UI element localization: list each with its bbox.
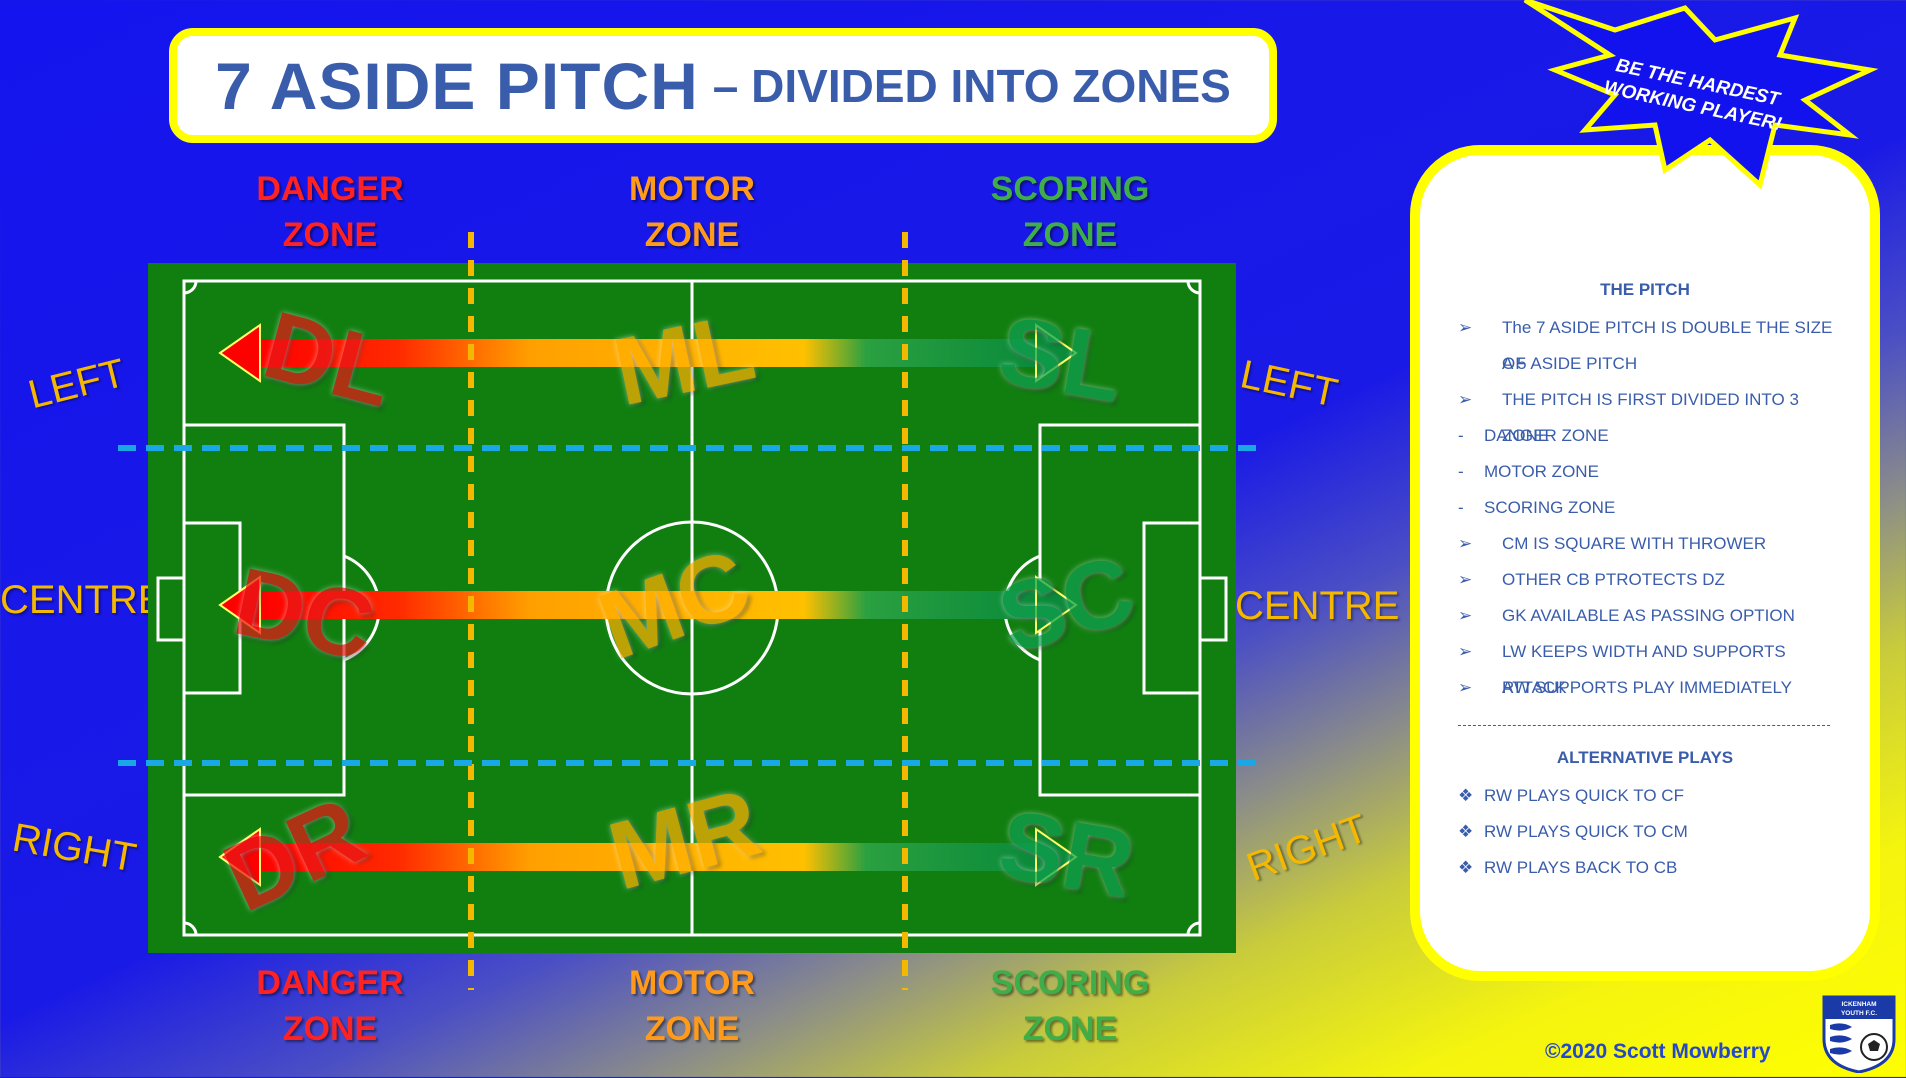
diamond-bullet-icon: ❖ [1458, 822, 1474, 841]
arrow-bullet-icon: ➢ [1458, 534, 1473, 553]
crest-icon: ICKENHAM YOUTH F.C. [1822, 995, 1896, 1074]
zone-SL: SL [991, 296, 1132, 423]
info-item-text: SCORING ZONE [1484, 498, 1616, 517]
top-scoring-label-line1: SCORING [990, 170, 1150, 208]
info-item: ➢ LW KEEPS WIDTH AND SUPPORTS ATTACK [1458, 634, 1850, 697]
info-bullet [1458, 346, 1502, 382]
bottom-danger-label-line2: ZONE [282, 1010, 378, 1048]
info-item: ➢ The 7 ASIDE PITCH IS DOUBLE THE SIZE OF [1458, 310, 1850, 373]
bottom-scoring-label-line2: ZONE [1022, 1010, 1118, 1048]
page-subtitle: – DIVIDED INTO ZONES [712, 59, 1231, 112]
alt-play-text: RW PLAYS QUICK TO CM [1484, 822, 1688, 841]
info-item-text: A 5 ASIDE PITCH [1502, 354, 1638, 373]
info-item-text: The 7 ASIDE PITCH IS DOUBLE THE SIZE OF [1502, 318, 1833, 373]
alt-play-text: RW PLAYS QUICK TO CF [1484, 786, 1684, 805]
bottom-scoring-label-line1: SCORING [990, 964, 1150, 1002]
info-item: - SCORING ZONE [1458, 490, 1850, 526]
bottom-danger-label-line1: DANGER [256, 964, 404, 1002]
bottom-scoring-zone-label: SCORING ZONE [960, 960, 1180, 1052]
pitch-markings [156, 279, 1228, 937]
top-motor-label-line1: MOTOR [629, 170, 755, 208]
info-item: ➢ GK AVAILABLE AS PASSING OPTION [1458, 598, 1850, 634]
info-item-text: LW KEEPS WIDTH AND SUPPORTS ATTACK [1502, 642, 1786, 697]
page-title: 7 ASIDE PITCH [215, 48, 699, 123]
dash-bullet: - [1458, 462, 1464, 481]
top-motor-label-line2: ZONE [644, 216, 740, 254]
top-danger-label-line2: ZONE [282, 216, 378, 254]
title-box: 7 ASIDE PITCH – DIVIDED INTO ZONES [169, 28, 1277, 143]
club-crest-logo: ICKENHAM YOUTH F.C. [1822, 995, 1896, 1074]
info-item-text: GK AVAILABLE AS PASSING OPTION [1502, 606, 1795, 625]
bottom-danger-zone-label: DANGER ZONE [230, 960, 430, 1052]
info-item-text: MOTOR ZONE [1484, 462, 1599, 481]
info-item: ➢ THE PITCH IS FIRST DIVIDED INTO 3 ZONE [1458, 382, 1850, 445]
info-item: ➢ OTHER CB PTROTECTS DZ [1458, 562, 1850, 598]
info-panel: THE PITCH ➢ The 7 ASIDE PITCH IS DOUBLE T… [1410, 145, 1880, 981]
svg-text:ICKENHAM: ICKENHAM [1841, 1001, 1876, 1008]
info-item-text: CM IS SQUARE WITH THROWER [1502, 534, 1767, 553]
right-goal [1198, 576, 1228, 642]
info-item: - DANGER ZONE [1458, 418, 1850, 454]
right-side-label-centre: CENTRE [1235, 584, 1400, 628]
alt-plays-heading: ALTERNATIVE PLAYS [1556, 748, 1734, 767]
top-scoring-label-line2: ZONE [1022, 216, 1118, 254]
info-heading: THE PITCH [1600, 280, 1690, 299]
svg-text:YOUTH F.C.: YOUTH F.C. [1841, 1010, 1877, 1017]
info-item-text: THE PITCH IS FIRST DIVIDED INTO 3 ZONE [1502, 390, 1799, 445]
dash-bullet: - [1458, 498, 1464, 517]
top-danger-label-line1: DANGER [256, 170, 404, 208]
alt-play-item: ❖ RW PLAYS BACK TO CB [1458, 850, 1850, 886]
info-item-text: DANGER ZONE [1484, 426, 1609, 445]
alt-play-item: ❖ RW PLAYS QUICK TO CM [1458, 814, 1850, 850]
zone-SR: SR [991, 790, 1142, 919]
arrow-bullet-icon: ➢ [1458, 318, 1473, 337]
top-danger-zone-label: DANGER ZONE [230, 166, 430, 258]
arrow-bullet-icon: ➢ [1458, 570, 1473, 589]
top-scoring-zone-label: SCORING ZONE [960, 166, 1180, 258]
copyright-text: ©2020 Scott Mowberry [1545, 1040, 1771, 1063]
info-item-text: RW SUPPORTS PLAY IMMEDIATELY [1502, 678, 1793, 697]
bottom-motor-label-line1: MOTOR [629, 964, 755, 1002]
info-item-text: OTHER CB PTROTECTS DZ [1502, 570, 1725, 589]
arrow-bullet-icon: ➢ [1458, 642, 1473, 661]
info-item: A 5 ASIDE PITCH [1458, 346, 1850, 382]
diamond-bullet-icon: ❖ [1458, 858, 1474, 877]
top-motor-zone-label: MOTOR ZONE [592, 166, 792, 258]
arrow-bullet-icon: ➢ [1458, 606, 1473, 625]
alt-play-text: RW PLAYS BACK TO CB [1484, 858, 1678, 877]
starburst-callout: BE THE HARDEST WORKING PLAYER! [1505, 0, 1885, 190]
bottom-motor-label-line2: ZONE [644, 1010, 740, 1048]
bottom-motor-zone-label: MOTOR ZONE [592, 960, 792, 1052]
left-side-label-centre: CENTRE [0, 578, 165, 622]
dash-bullet: - [1458, 426, 1464, 445]
starburst-shape [1523, 0, 1879, 190]
info-item: - MOTOR ZONE [1458, 454, 1850, 490]
info-divider [1458, 725, 1830, 726]
pitch [148, 263, 1236, 953]
arrow-bullet-icon: ➢ [1458, 678, 1473, 697]
alt-play-item: ❖ RW PLAYS QUICK TO CF [1458, 778, 1850, 814]
arrow-bullet-icon: ➢ [1458, 390, 1473, 409]
diamond-bullet-icon: ❖ [1458, 786, 1474, 805]
info-item: ➢ CM IS SQUARE WITH THROWER [1458, 526, 1850, 562]
info-item: ➢ RW SUPPORTS PLAY IMMEDIATELY [1458, 670, 1850, 706]
left-goal [156, 576, 186, 642]
